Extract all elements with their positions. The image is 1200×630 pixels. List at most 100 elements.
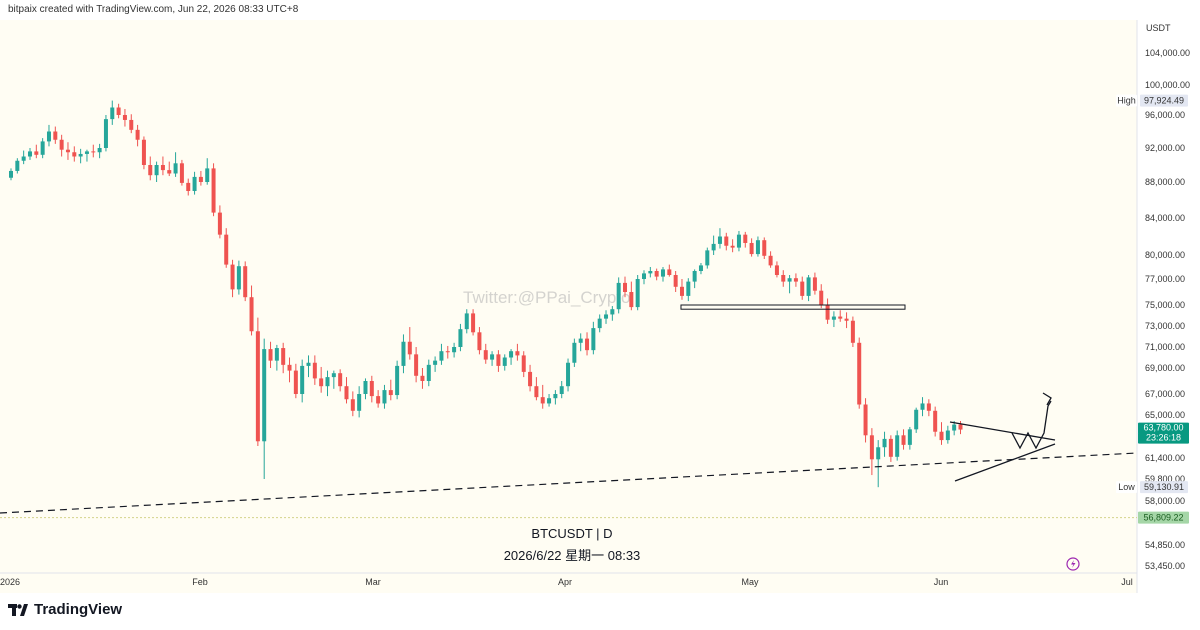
arrow-up-icon[interactable] xyxy=(1042,392,1052,407)
price-tick-label: 104,000.00 xyxy=(1145,48,1190,58)
dashed-trendline[interactable] xyxy=(0,452,1138,514)
price-tick-label: 65,000.00 xyxy=(1145,410,1185,420)
candle xyxy=(717,228,722,249)
candle xyxy=(698,263,703,275)
time-tick-label: Jul xyxy=(1121,577,1133,587)
candle xyxy=(509,349,514,365)
candle xyxy=(452,342,457,358)
candle xyxy=(445,345,450,359)
candle xyxy=(129,114,134,134)
candle xyxy=(110,100,115,125)
price-tick-label: 73,000.00 xyxy=(1145,321,1185,331)
candle xyxy=(939,422,944,445)
price-tick-label: 84,000.00 xyxy=(1145,213,1185,223)
candle xyxy=(53,126,58,144)
svg-text:23:26:18: 23:26:18 xyxy=(1146,433,1181,443)
drawings-group xyxy=(0,304,1138,519)
candle xyxy=(27,148,32,160)
footer: TradingView xyxy=(0,593,1200,630)
time-tick-label: 2026 xyxy=(0,577,20,587)
price-tick-label: 96,000.00 xyxy=(1145,110,1185,120)
candle xyxy=(787,275,792,294)
candle xyxy=(667,264,672,277)
candle xyxy=(566,358,571,392)
candle xyxy=(616,277,621,314)
price-tick-label: 58,000.00 xyxy=(1145,496,1185,506)
candle xyxy=(825,298,830,324)
candle xyxy=(604,310,609,324)
time-tick-label: Jun xyxy=(934,577,949,587)
candle xyxy=(895,430,900,461)
price-tick-label: 88,000.00 xyxy=(1145,177,1185,187)
candle xyxy=(21,150,26,165)
candle xyxy=(692,269,697,289)
candle xyxy=(46,124,51,147)
candle xyxy=(350,391,355,417)
watermark-text: Twitter:@PPai_Crypto xyxy=(463,288,630,307)
candle xyxy=(660,267,665,282)
candle xyxy=(705,247,710,269)
candle xyxy=(192,171,197,195)
candlestick-chart[interactable]: Twitter:@PPai_Crypto USDT 104,000.00 100,0… xyxy=(0,20,1200,593)
lightning-icon[interactable] xyxy=(1066,557,1080,571)
candle xyxy=(167,161,172,177)
price-tick-label: 69,000.00 xyxy=(1145,363,1185,373)
candle xyxy=(838,310,843,322)
datetime-label: 2026/6/22 星期一 08:33 xyxy=(504,548,641,563)
candle xyxy=(863,398,868,443)
level-price-label: 56,809.22 xyxy=(1138,511,1189,524)
candle xyxy=(888,435,893,462)
low-label: Low xyxy=(1116,481,1137,494)
candle xyxy=(262,338,267,479)
candle xyxy=(553,390,558,405)
candle xyxy=(300,359,305,403)
candle xyxy=(217,205,222,239)
candle xyxy=(135,124,140,147)
last-price-label: 63,780.00 xyxy=(1138,422,1189,434)
candle xyxy=(34,144,39,159)
candle xyxy=(293,363,298,399)
top-bar: bitpaix created with TradingView.com, Ju… xyxy=(0,0,1200,20)
svg-text:56,809.22: 56,809.22 xyxy=(1143,513,1183,523)
candle xyxy=(679,279,684,300)
svg-text:63,780.00: 63,780.00 xyxy=(1143,423,1183,433)
countdown-label: 23:26:18 xyxy=(1138,432,1189,444)
tradingview-logo-icon xyxy=(8,603,28,616)
candle xyxy=(743,231,748,248)
range-box[interactable] xyxy=(680,304,906,310)
candle xyxy=(629,281,634,311)
candle xyxy=(521,351,526,378)
candle xyxy=(850,316,855,347)
candle xyxy=(635,275,640,311)
candle xyxy=(173,152,178,177)
candle xyxy=(749,238,754,257)
candle xyxy=(686,278,691,302)
candles-group xyxy=(9,100,963,488)
candle xyxy=(673,271,678,292)
triangle-pattern[interactable] xyxy=(949,405,1056,482)
candle xyxy=(439,343,444,365)
candle xyxy=(648,267,653,278)
time-axis[interactable]: 2026 Feb Mar Apr May Jun Jul xyxy=(0,577,1133,587)
price-tick-label: 75,000.00 xyxy=(1145,300,1185,310)
candle xyxy=(312,355,317,385)
price-axis-background xyxy=(1137,20,1200,593)
candle xyxy=(502,354,507,371)
tradingview-logo[interactable]: TradingView xyxy=(8,601,122,618)
time-tick-label: Mar xyxy=(365,577,381,587)
candle xyxy=(914,407,919,433)
candle xyxy=(534,377,539,401)
price-axis[interactable]: USDT 104,000.00 100,000.00 96,000.00 92,000.… xyxy=(1116,23,1190,571)
candle xyxy=(249,285,254,336)
price-tick-label: 67,000.00 xyxy=(1145,389,1185,399)
candle xyxy=(382,384,387,409)
candle xyxy=(369,375,374,403)
chart-credit: bitpaix created with TradingView.com, Ju… xyxy=(8,4,299,15)
candle xyxy=(945,425,950,444)
candle xyxy=(869,428,874,476)
candle xyxy=(65,142,70,160)
candle xyxy=(344,377,349,404)
tradingview-brand-text: TradingView xyxy=(34,601,123,618)
candle xyxy=(654,268,659,281)
candle xyxy=(319,366,324,393)
